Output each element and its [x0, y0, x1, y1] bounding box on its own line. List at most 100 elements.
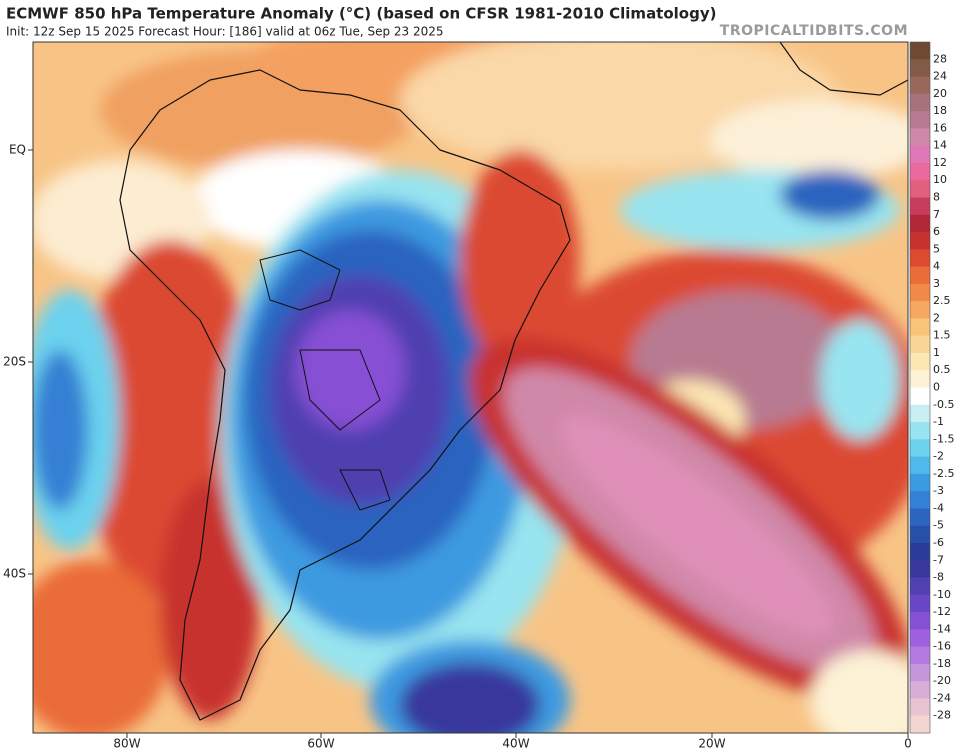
- colorbar-label: -3: [933, 484, 944, 497]
- colorbar-swatch: [910, 525, 930, 544]
- border-lines: [259, 249, 391, 511]
- colorbar-label: -0.5: [933, 398, 954, 411]
- colorbar-label: 7: [933, 208, 940, 221]
- colorbar-label: -6: [933, 536, 944, 549]
- colorbar-frame: [909, 41, 931, 734]
- colorbar-label: -28: [933, 709, 951, 722]
- lat-label: EQ: [9, 143, 26, 157]
- colorbar-label: 1: [933, 346, 940, 359]
- colorbar-swatch: [910, 249, 930, 268]
- colorbar-label: -10: [933, 588, 951, 601]
- colorbar-label: 12: [933, 156, 947, 169]
- colorbar-swatch: [910, 232, 930, 250]
- colorbar-swatch: [910, 59, 930, 78]
- colorbar-label: -7: [933, 553, 944, 566]
- colorbar-swatch: [910, 93, 930, 112]
- colorbar-label: 2.5: [933, 294, 951, 307]
- colorbar-label: -2: [933, 450, 944, 463]
- colorbar-label: 24: [933, 70, 947, 83]
- colorbar-label: 0.5: [933, 363, 951, 376]
- colorbar-label: -5: [933, 519, 944, 532]
- colorbar-swatch: [910, 612, 930, 630]
- colorbar-label: 1.5: [933, 329, 951, 342]
- colorbar-swatch: [910, 715, 930, 734]
- colorbar-swatch: [910, 266, 930, 285]
- colorbar-swatch: [910, 387, 930, 406]
- colorbar-label: 6: [933, 225, 940, 238]
- colorbar-swatch: [910, 508, 930, 527]
- colorbar-label: -2.5: [933, 467, 954, 480]
- colorbar-label: -12: [933, 605, 951, 618]
- colorbar-label: 14: [933, 139, 947, 152]
- lon-label: 40W: [502, 737, 529, 750]
- colorbar-swatch: [910, 214, 930, 233]
- colorbar-label: 5: [933, 242, 940, 255]
- colorbar-swatch: [910, 42, 930, 60]
- colorbar-label: 2: [933, 311, 940, 324]
- colorbar-swatch: [910, 318, 930, 337]
- map-frame: [32, 41, 909, 734]
- colorbar-swatch: [910, 197, 930, 216]
- colorbar-swatch: [910, 594, 930, 613]
- colorbar-label: 8: [933, 190, 940, 203]
- lat-label: 20S: [3, 355, 26, 369]
- colorbar-swatch: [910, 663, 930, 682]
- colorbar-swatch: [910, 180, 930, 198]
- colorbar-swatch: [910, 301, 930, 319]
- colorbar-swatch: [910, 646, 930, 665]
- colorbar-swatch: [910, 473, 930, 492]
- colorbar-swatch: [910, 629, 930, 648]
- axes: EQ 20S 40S 80W 60W 40W 20W 0: [3, 143, 912, 750]
- colorbar-label: 16: [933, 121, 947, 134]
- colorbar-label: -8: [933, 571, 944, 584]
- colorbar-label: 20: [933, 87, 947, 100]
- colorbar-swatch: [910, 370, 930, 388]
- colorbar-label: 28: [933, 52, 947, 65]
- colorbar-swatch: [910, 698, 930, 717]
- watermark: TROPICALTIDBITS.COM: [720, 23, 908, 39]
- colorbar-swatch: [910, 128, 930, 147]
- lat-label: 40S: [3, 567, 26, 581]
- colorbar-label: -14: [933, 622, 951, 635]
- title: ECMWF 850 hPa Temperature Anomaly (°C) (…: [6, 5, 716, 23]
- colorbar-label: 0: [933, 381, 940, 394]
- colorbar-swatch: [910, 439, 930, 458]
- colorbar-swatch: [910, 560, 930, 579]
- lon-label: 20W: [698, 737, 725, 750]
- lon-label: 0: [904, 737, 912, 750]
- lon-label: 60W: [307, 737, 334, 750]
- subtitle: Init: 12z Sep 15 2025 Forecast Hour: [18…: [6, 25, 444, 39]
- colorbar-label: -24: [933, 691, 951, 704]
- colorbar-swatch: [910, 491, 930, 509]
- colorbar-label: -16: [933, 640, 951, 653]
- colorbar-label: -20: [933, 674, 951, 687]
- colorbar-label: -1: [933, 415, 944, 428]
- continent-outline: [119, 69, 571, 721]
- colorbar-swatch: [910, 456, 930, 475]
- colorbar-swatch: [910, 404, 930, 423]
- colorbar-swatch: [910, 352, 930, 371]
- colorbar-swatch: [910, 283, 930, 302]
- colorbar-swatch: [910, 162, 930, 181]
- colorbar-label: 18: [933, 104, 947, 117]
- map-field: [33, 42, 908, 733]
- colorbar-label: -1.5: [933, 432, 954, 445]
- colorbar: 28 24 20 18 16 14 12 10 8 7 6 5 4 3 2.5 2 1.5 1 0.5 0 -0.5 -1…: [909, 41, 954, 734]
- colorbar-swatch: [910, 422, 930, 440]
- lon-label: 80W: [113, 737, 140, 750]
- colorbar-swatch: [910, 111, 930, 129]
- colorbar-label: 10: [933, 173, 947, 186]
- colorbar-swatch: [910, 681, 930, 699]
- colorbar-label: 4: [933, 260, 940, 273]
- africa-coast: [779, 42, 908, 96]
- colorbar-swatch: [910, 76, 930, 95]
- colorbar-label: -4: [933, 501, 944, 514]
- colorbar-swatch: [910, 542, 930, 561]
- colorbar-swatch: [910, 335, 930, 354]
- colorbar-label: -18: [933, 657, 951, 670]
- colorbar-swatch: [910, 577, 930, 596]
- colorbar-swatch: [910, 145, 930, 164]
- colorbar-label: 3: [933, 277, 940, 290]
